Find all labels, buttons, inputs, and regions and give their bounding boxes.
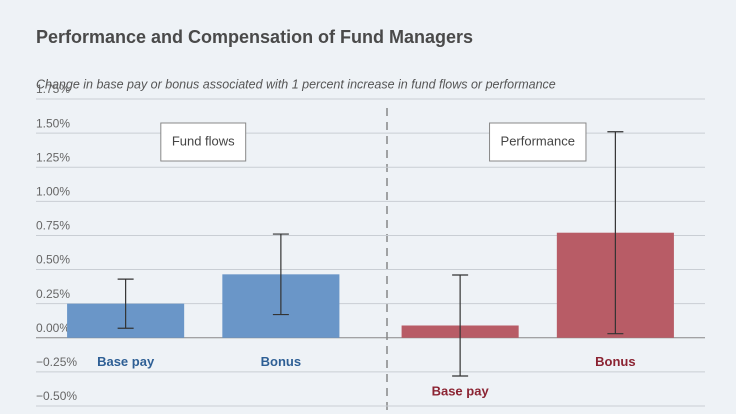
- chart-subtitle: Change in base pay or bonus associated w…: [36, 77, 556, 91]
- y-tick-label: 0.50%: [36, 253, 70, 267]
- y-tick-label: 1.00%: [36, 185, 70, 199]
- category-label: Base pay: [432, 383, 490, 398]
- y-tick-label: 0.25%: [36, 287, 70, 301]
- y-tick-label: −0.25%: [36, 355, 77, 369]
- group-label-box: [489, 122, 587, 162]
- group-label: Performance: [501, 133, 575, 148]
- group-label-box: [160, 122, 247, 162]
- y-tick-label: 0.00%: [36, 321, 70, 335]
- y-tick-label: −0.50%: [36, 389, 77, 403]
- category-label: Base pay: [97, 354, 155, 369]
- y-tick-label: 1.25%: [36, 150, 70, 164]
- y-tick-label: 1.50%: [36, 116, 70, 130]
- chart-title: Performance and Compensation of Fund Man…: [36, 27, 473, 47]
- y-tick-label: 1.75%: [36, 82, 70, 96]
- y-tick-label: 0.75%: [36, 219, 70, 233]
- group-label: Fund flows: [172, 133, 235, 148]
- category-label: Bonus: [595, 354, 635, 369]
- category-label: Bonus: [261, 354, 301, 369]
